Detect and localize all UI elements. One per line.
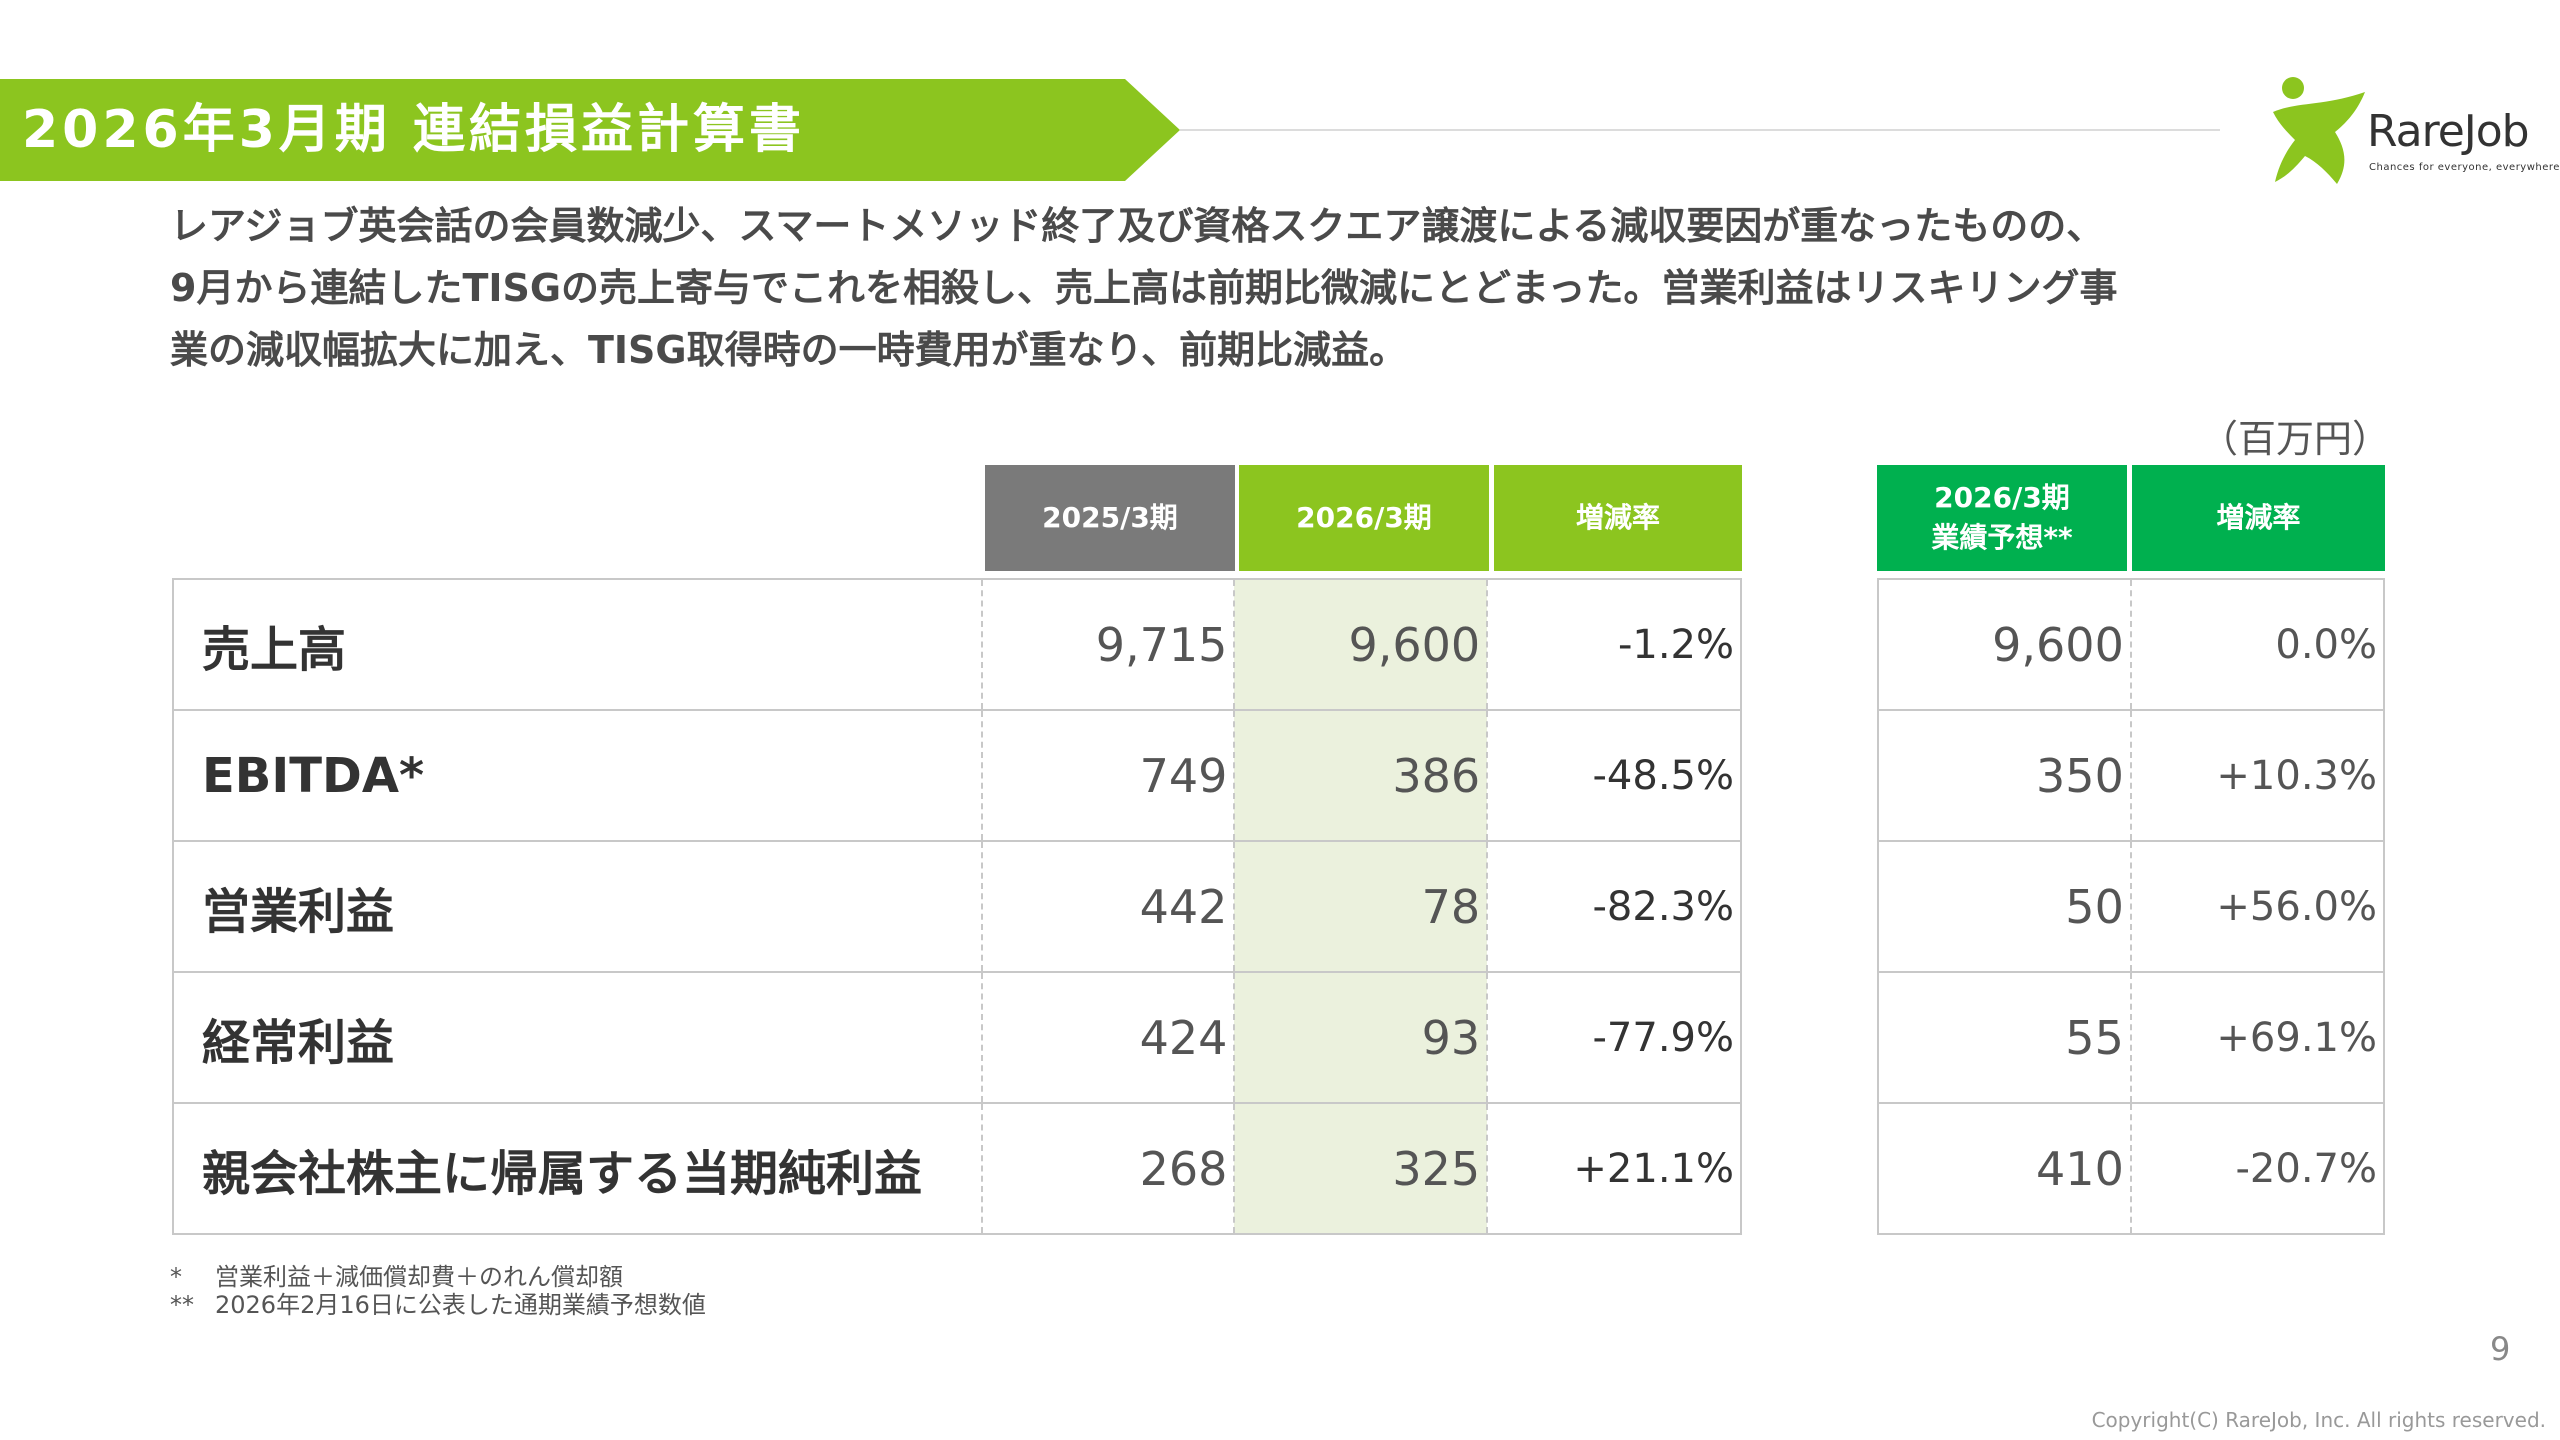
- table-row: 親会社株主に帰属する当期純利益 268 325 +21.1%: [172, 1102, 1742, 1235]
- table-row: EBITDA* 749 386 -48.5%: [172, 709, 1742, 842]
- table-row: 営業利益 442 78 -82.3%: [172, 840, 1742, 973]
- header-forecast-change: 増減率: [2132, 465, 2385, 571]
- header-divider: [1180, 129, 2220, 131]
- forecast-value: 350: [1877, 709, 2131, 842]
- forecast-table: 9,600 0.0% 350 +10.3% 50 +56.0% 55 +69.1…: [1877, 578, 2386, 1235]
- footnote-text: 2026年2月16日に公表した通期業績予想数値: [215, 1291, 706, 1319]
- row-label: EBITDA*: [172, 709, 982, 842]
- footnote: ** 2026年2月16日に公表した通期業績予想数値: [170, 1291, 706, 1319]
- curr-value: 386: [1233, 709, 1488, 842]
- income-statement-table: 売上高 9,715 9,600 -1.2% EBITDA* 749 386 -4…: [172, 578, 1742, 1235]
- change-value: -48.5%: [1486, 709, 1742, 842]
- curr-value: 325: [1233, 1102, 1488, 1235]
- footnotes: * 営業利益＋減価償却費＋のれん償却額 ** 2026年2月16日に公表した通期業績…: [170, 1263, 706, 1319]
- forecast-change-value: -20.7%: [2129, 1102, 2386, 1235]
- forecast-value: 410: [1877, 1102, 2131, 1235]
- row-label: 営業利益: [172, 840, 982, 973]
- curr-value: 9,600: [1233, 578, 1488, 711]
- copyright: Copyright(C) RareJob, Inc. All rights re…: [2091, 1408, 2546, 1432]
- footnote-text: 営業利益＋減価償却費＋のれん償却額: [215, 1263, 623, 1291]
- table-row: 50 +56.0%: [1877, 840, 2386, 973]
- footnote-mark: *: [170, 1263, 182, 1291]
- table-row: 経常利益 424 93 -77.9%: [172, 971, 1742, 1104]
- logo-figure-icon: [2273, 77, 2365, 184]
- forecast-value: 55: [1877, 971, 2131, 1104]
- header-prev-year: 2025/3期: [985, 465, 1235, 571]
- header-current-year: 2026/3期: [1239, 465, 1489, 571]
- prev-value: 424: [980, 971, 1235, 1104]
- header-forecast: 2026/3期 業績予想**: [1877, 465, 2127, 571]
- page-title: 2026年3月期 連結損益計算書: [22, 100, 806, 160]
- page-number: 9: [2490, 1330, 2511, 1368]
- forecast-change-value: 0.0%: [2129, 578, 2386, 711]
- change-value: +21.1%: [1486, 1102, 1742, 1235]
- unit-label: （百万円）: [2200, 417, 2391, 461]
- table-row: 350 +10.3%: [1877, 709, 2386, 842]
- row-label: 売上高: [172, 578, 982, 711]
- prev-value: 749: [980, 709, 1235, 842]
- row-label: 経常利益: [172, 971, 982, 1104]
- forecast-value: 50: [1877, 840, 2131, 973]
- title-banner: 2026年3月期 連結損益計算書: [0, 79, 1180, 181]
- forecast-value: 9,600: [1877, 578, 2131, 711]
- prev-value: 268: [980, 1102, 1235, 1235]
- table-row: 9,600 0.0%: [1877, 578, 2386, 711]
- curr-value: 78: [1233, 840, 1488, 973]
- prev-value: 442: [980, 840, 1235, 973]
- summary-line: レアジョブ英会話の会員数減少、スマートメソッド終了及び資格スクエア譲渡による減収…: [170, 204, 2105, 248]
- forecast-change-value: +56.0%: [2129, 840, 2386, 973]
- change-value: -77.9%: [1486, 971, 1742, 1104]
- header-forecast-line2: 業績予想**: [1931, 521, 2073, 554]
- logo-tagline: Chances for everyone, everywhere.: [2369, 162, 2560, 173]
- summary-line: 9月から連結したTISGの売上寄与でこれを相殺し、売上高は前期比微減にとどまった…: [170, 266, 2118, 310]
- table-row: 売上高 9,715 9,600 -1.2%: [172, 578, 1742, 711]
- row-label: 親会社株主に帰属する当期純利益: [172, 1102, 982, 1235]
- curr-value: 93: [1233, 971, 1488, 1104]
- table-row: 55 +69.1%: [1877, 971, 2386, 1104]
- footnote-mark: **: [170, 1291, 194, 1319]
- change-value: -82.3%: [1486, 840, 1742, 973]
- summary-text: レアジョブ英会話の会員数減少、スマートメソッド終了及び資格スクエア譲渡による減収…: [170, 195, 2410, 381]
- forecast-change-value: +10.3%: [2129, 709, 2386, 842]
- footnote: * 営業利益＋減価償却費＋のれん償却額: [170, 1263, 706, 1291]
- logo-wordmark: RareJob: [2367, 106, 2530, 157]
- prev-value: 9,715: [980, 578, 1235, 711]
- header-change: 増減率: [1494, 465, 1742, 571]
- summary-line: 業の減収幅拡大に加え、TISG取得時の一時費用が重なり、前期比減益。: [170, 328, 1408, 372]
- rarejob-logo: RareJob Chances for everyone, everywhere…: [2265, 72, 2560, 197]
- change-value: -1.2%: [1486, 578, 1742, 711]
- forecast-change-value: +69.1%: [2129, 971, 2386, 1104]
- header-forecast-line1: 2026/3期: [1934, 481, 2070, 514]
- table-row: 410 -20.7%: [1877, 1102, 2386, 1235]
